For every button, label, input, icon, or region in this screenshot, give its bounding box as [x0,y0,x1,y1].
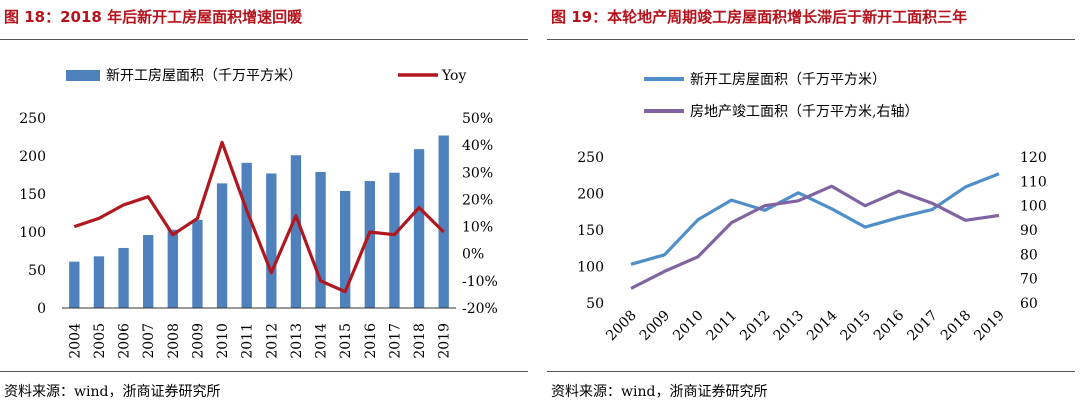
y-right-tick-label: 80 [1020,247,1038,263]
x-tick-label: 2012 [264,323,280,359]
bar-new-starts [93,256,105,308]
x-tick-label: 2012 [737,308,774,345]
y-left-tick-label: 0 [37,301,46,317]
figure-19-panel: 图 19：本轮地产周期竣工房屋面积增长滞后于新开工面积三年 新开工房屋面积（千万… [547,0,1079,407]
x-tick-label: 2014 [314,323,330,359]
bottom-rule [547,371,1075,372]
legend-swatch-new-starts [66,70,100,81]
y-right-tick-label: 50% [462,111,493,127]
y-left-tick-label: 100 [19,225,46,241]
y-left-tick-label: 100 [577,260,604,276]
y-right-tick-label: 60 [1020,296,1038,312]
top-rule [547,39,1075,40]
y-left-tick-label: 250 [577,150,604,166]
y-left-tick-label: 50 [586,296,604,312]
line-yoy [73,140,445,294]
x-tick-label: 2019 [437,323,453,359]
bar-new-starts [69,261,80,308]
bar-new-starts [216,183,228,308]
figure-18-title: 图 18：2018 年后新开工房屋面积增速回暖 [4,8,303,26]
x-tick-label: 2017 [904,308,941,345]
bar-new-starts [340,190,351,308]
x-tick-label: 2013 [289,323,305,359]
line-completions [630,184,1000,290]
y-right-tick-label: 20% [462,192,493,208]
x-tick-label: 2019 [971,308,1008,345]
bar-new-starts [241,162,252,308]
figure-18-chart: 新开工房屋面积（千万平方米） Yoy 0 50 100 150 200 250 -20% -10%… [19,68,498,359]
top-rule [0,39,528,40]
y-right-tick-label: 10% [462,220,493,236]
bar-new-starts [364,181,375,308]
figure-19-title: 图 19：本轮地产周期竣工房屋面积增长滞后于新开工面积三年 [551,8,968,26]
x-tick-label: 2013 [771,308,808,345]
x-tick-label: 2009 [637,308,674,345]
y-left-tick-label: 50 [28,263,46,279]
bar-new-starts [315,171,326,308]
y-right-tick-label: 100 [1020,199,1047,215]
x-tick-label: 2015 [838,308,875,345]
x-tick-label: 2017 [387,323,403,359]
y-left-tick-label: 200 [19,149,46,165]
y-right-tick-label: 40% [462,138,493,154]
x-tick-label: 2015 [338,323,354,359]
y-right-tick-label: 30% [462,165,493,181]
bar-new-starts [266,173,277,308]
y-left-tick-label: 200 [577,187,604,203]
bottom-rule [0,371,528,372]
x-tick-label: 2004 [67,323,83,359]
legend-label-yoy: Yoy [441,68,466,84]
x-tick-label: 2007 [141,323,157,359]
x-tick-label: 2014 [804,307,841,344]
line-new-starts [630,172,1000,266]
x-tick-label: 2008 [166,323,182,359]
x-tick-label: 2006 [117,323,133,359]
figure-18-source: 资料来源：wind，浙商证券研究所 [4,384,221,400]
x-tick-label: 2016 [363,323,379,359]
y-left-tick-label: 150 [577,223,604,239]
x-tick-label: 2018 [938,307,975,344]
legend-label-new-starts: 新开工房屋面积（千万平方米） [106,68,302,84]
x-tick-label: 2009 [190,323,206,359]
y-left-tick-label: 150 [19,187,46,203]
x-tick-label: 2005 [92,323,108,359]
bar-new-starts [389,172,400,308]
figure-19-source: 资料来源：wind，浙商证券研究所 [551,384,768,400]
x-tick-label: 2010 [215,323,231,359]
y-right-tick-label: 0% [462,247,484,263]
legend-label-new-starts: 新开工房屋面积（千万平方米） [690,72,886,88]
bar-new-starts [290,155,302,308]
figure-19-chart: 新开工房屋面积（千万平方米） 房地产竣工面积（千万平方米,右轴） 50 100 150 2… [577,72,1047,345]
x-tick-label: 2008 [603,308,640,345]
bar-new-starts [167,229,178,308]
x-tick-label: 2010 [670,308,707,345]
bar-new-starts [118,247,129,308]
bar-new-starts [143,235,154,308]
y-left-tick-label: 250 [19,111,46,127]
figure-18-panel: 图 18：2018 年后新开工房屋面积增速回暖 新开工房屋面积（千万平方米） Yo… [0,0,532,407]
y-right-tick-label: 90 [1020,223,1038,239]
x-tick-label: 2011 [240,323,256,359]
y-right-tick-label: 110 [1020,174,1047,190]
y-right-tick-label: -20% [462,301,498,317]
x-tick-label: 2011 [704,308,741,345]
bar-new-starts [413,149,425,308]
legend-label-completions: 房地产竣工面积（千万平方米,右轴） [690,104,918,120]
y-right-tick-label: -10% [462,274,498,290]
x-tick-label: 2018 [412,323,428,359]
bar-new-starts [438,135,449,308]
y-right-tick-label: 120 [1020,150,1047,166]
x-tick-label: 2016 [871,307,908,344]
y-right-tick-label: 70 [1020,272,1038,288]
bar-new-starts [192,219,203,308]
